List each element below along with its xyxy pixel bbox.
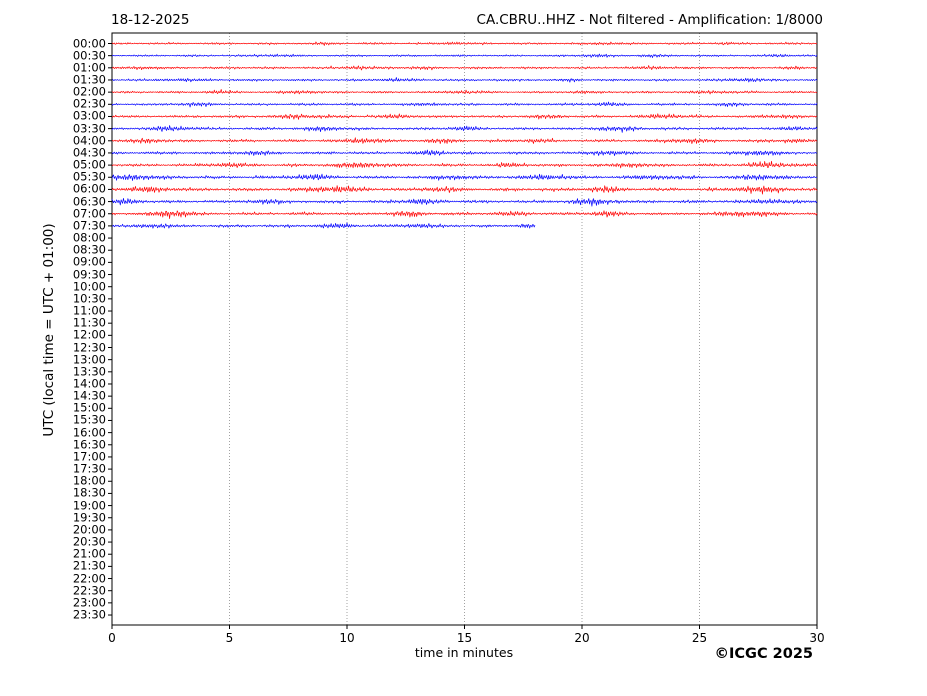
y-tick-label: 06:00 [72,181,106,196]
y-tick-label: 17:30 [72,461,106,476]
y-tick-label: 19:30 [72,509,106,524]
y-tick-label: 22:30 [72,582,106,597]
y-tick-label: 15:00 [72,400,106,415]
y-tick-label: 14:00 [72,376,106,391]
x-axis-title: time in minutes [414,645,514,660]
y-tick-label: 07:00 [72,205,106,220]
y-tick-label: 08:00 [72,230,106,245]
y-tick-label: 21:30 [72,558,106,573]
y-tick-label: 13:00 [72,351,106,366]
seismic-trace-06-30 [111,198,818,207]
y-tick-label: 10:00 [72,278,106,293]
y-tick-label: 19:00 [72,497,106,512]
y-tick-label: 10:30 [72,291,106,306]
y-tick-label: 12:30 [72,339,106,354]
y-tick-label: 06:30 [72,193,106,208]
y-tick-label: 01:30 [72,72,106,87]
y-tick-label: 21:00 [72,546,106,561]
y-tick-label: 02:30 [72,96,106,111]
y-tick-label: 15:30 [72,412,106,427]
y-tick-label: 00:00 [72,35,106,50]
y-tick-label: 09:30 [72,266,106,281]
y-tick-label: 00:30 [72,47,106,62]
copyright-label: ©ICGC 2025 [714,646,813,662]
seismic-trace-04-00 [111,137,818,145]
seismic-trace-06-00 [111,185,818,195]
y-tick-label: 04:30 [72,145,106,160]
plot-title: CA.CBRU..HHZ - Not filtered - Amplificat… [476,12,823,28]
seismic-trace-05-00 [111,160,818,169]
y-tick-label: 17:00 [72,449,106,464]
y-tick-label: 11:30 [72,315,106,330]
y-tick-label: 05:00 [72,157,106,172]
y-tick-label: 03:00 [72,108,106,123]
seismic-trace-03-00 [111,113,818,120]
x-tick-label: 25 [691,631,708,645]
y-tick-label: 18:00 [72,473,106,488]
seismic-trace-01-30 [111,77,818,83]
y-tick-label: 18:30 [72,485,106,500]
x-tick-label: 0 [108,631,116,645]
y-tick-label: 04:00 [72,133,106,148]
y-tick-label: 20:00 [72,522,106,537]
y-tick-label: 14:30 [72,388,106,403]
y-tick-label: 16:00 [72,424,106,439]
y-tick-label: 08:30 [72,242,106,257]
seismic-trace-02-30 [111,101,818,108]
x-tick-label: 10 [339,631,355,645]
seismic-trace-05-30 [111,173,818,181]
seismic-trace-07-00 [111,210,818,219]
y-tick-label: 23:00 [72,595,106,610]
seismic-trace-01-00 [111,65,818,71]
y-tick-label: 22:00 [72,570,106,585]
y-tick-label: 12:00 [72,327,106,342]
seismic-trace-00-30 [111,53,818,58]
y-tick-label: 01:00 [72,60,106,75]
y-tick-label: 13:30 [72,364,106,379]
y-tick-label: 05:30 [72,169,106,184]
seismic-trace-00-00 [111,41,818,46]
seismic-trace-03-30 [111,125,818,133]
y-tick-label: 16:30 [72,437,106,452]
y-tick-label: 07:30 [72,218,106,233]
x-tick-label: 15 [456,631,473,645]
y-tick-label: 09:00 [72,254,106,269]
seismic-trace-04-30 [111,149,818,156]
plot-frame [111,32,818,626]
y-tick-label: 11:00 [72,303,106,318]
y-tick-label: 02:00 [72,84,106,99]
date-title: 18-12-2025 [111,12,190,28]
y-tick-label: 03:30 [72,120,106,135]
y-tick-label: 20:30 [72,534,106,549]
x-tick-label: 30 [809,631,825,645]
x-tick-label: 20 [574,631,590,645]
seismic-trace-02-00 [111,89,818,95]
y-tick-label: 23:30 [72,607,106,622]
x-tick-label: 5 [225,631,234,645]
seismic-trace-07-30 [111,222,536,229]
